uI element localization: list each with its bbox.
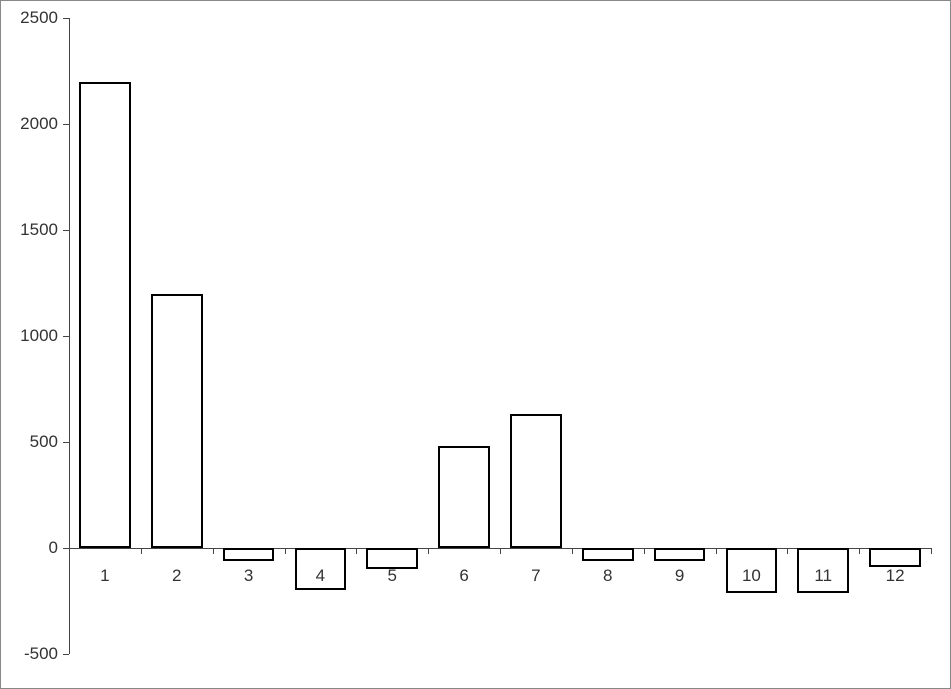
x-category-label: 9: [665, 566, 695, 586]
y-tick-mark: [63, 18, 69, 19]
bar: [654, 548, 706, 561]
x-tick-mark: [141, 548, 142, 554]
y-tick-mark: [63, 230, 69, 231]
y-tick-label: 1000: [8, 326, 58, 346]
x-category-label: 8: [593, 566, 623, 586]
x-category-label: 1: [90, 566, 120, 586]
y-tick-mark: [63, 654, 69, 655]
plot-area: 123456789101112: [69, 18, 931, 654]
x-category-label: 10: [736, 566, 766, 586]
bar: [438, 446, 490, 548]
y-tick-label: 1500: [8, 220, 58, 240]
x-category-label: 5: [377, 566, 407, 586]
x-tick-mark: [644, 548, 645, 554]
x-category-label: 4: [305, 566, 335, 586]
x-category-label: 11: [808, 566, 838, 586]
x-tick-mark: [285, 548, 286, 554]
bar: [869, 548, 921, 567]
x-tick-mark: [859, 548, 860, 554]
x-tick-mark: [572, 548, 573, 554]
x-category-label: 7: [521, 566, 551, 586]
y-tick-mark: [63, 336, 69, 337]
x-category-label: 6: [449, 566, 479, 586]
x-tick-mark: [500, 548, 501, 554]
x-tick-mark: [69, 548, 70, 554]
bar: [223, 548, 275, 561]
y-tick-label: -500: [8, 644, 58, 664]
y-tick-mark: [63, 442, 69, 443]
x-tick-mark: [356, 548, 357, 554]
bar: [151, 294, 203, 548]
bar: [79, 82, 131, 548]
x-category-label: 2: [162, 566, 192, 586]
bar: [582, 548, 634, 561]
x-tick-mark: [213, 548, 214, 554]
x-category-label: 3: [234, 566, 264, 586]
bar: [510, 414, 562, 548]
y-tick-label: 2500: [8, 8, 58, 28]
x-tick-mark: [931, 548, 932, 554]
y-tick-mark: [63, 124, 69, 125]
y-axis-line: [69, 18, 70, 654]
x-tick-mark: [716, 548, 717, 554]
chart-frame: 123456789101112 -50005001000150020002500: [0, 0, 951, 689]
y-tick-label: 2000: [8, 114, 58, 134]
x-tick-mark: [787, 548, 788, 554]
y-tick-label: 500: [8, 432, 58, 452]
y-tick-label: 0: [8, 538, 58, 558]
x-tick-mark: [428, 548, 429, 554]
x-category-label: 12: [880, 566, 910, 586]
